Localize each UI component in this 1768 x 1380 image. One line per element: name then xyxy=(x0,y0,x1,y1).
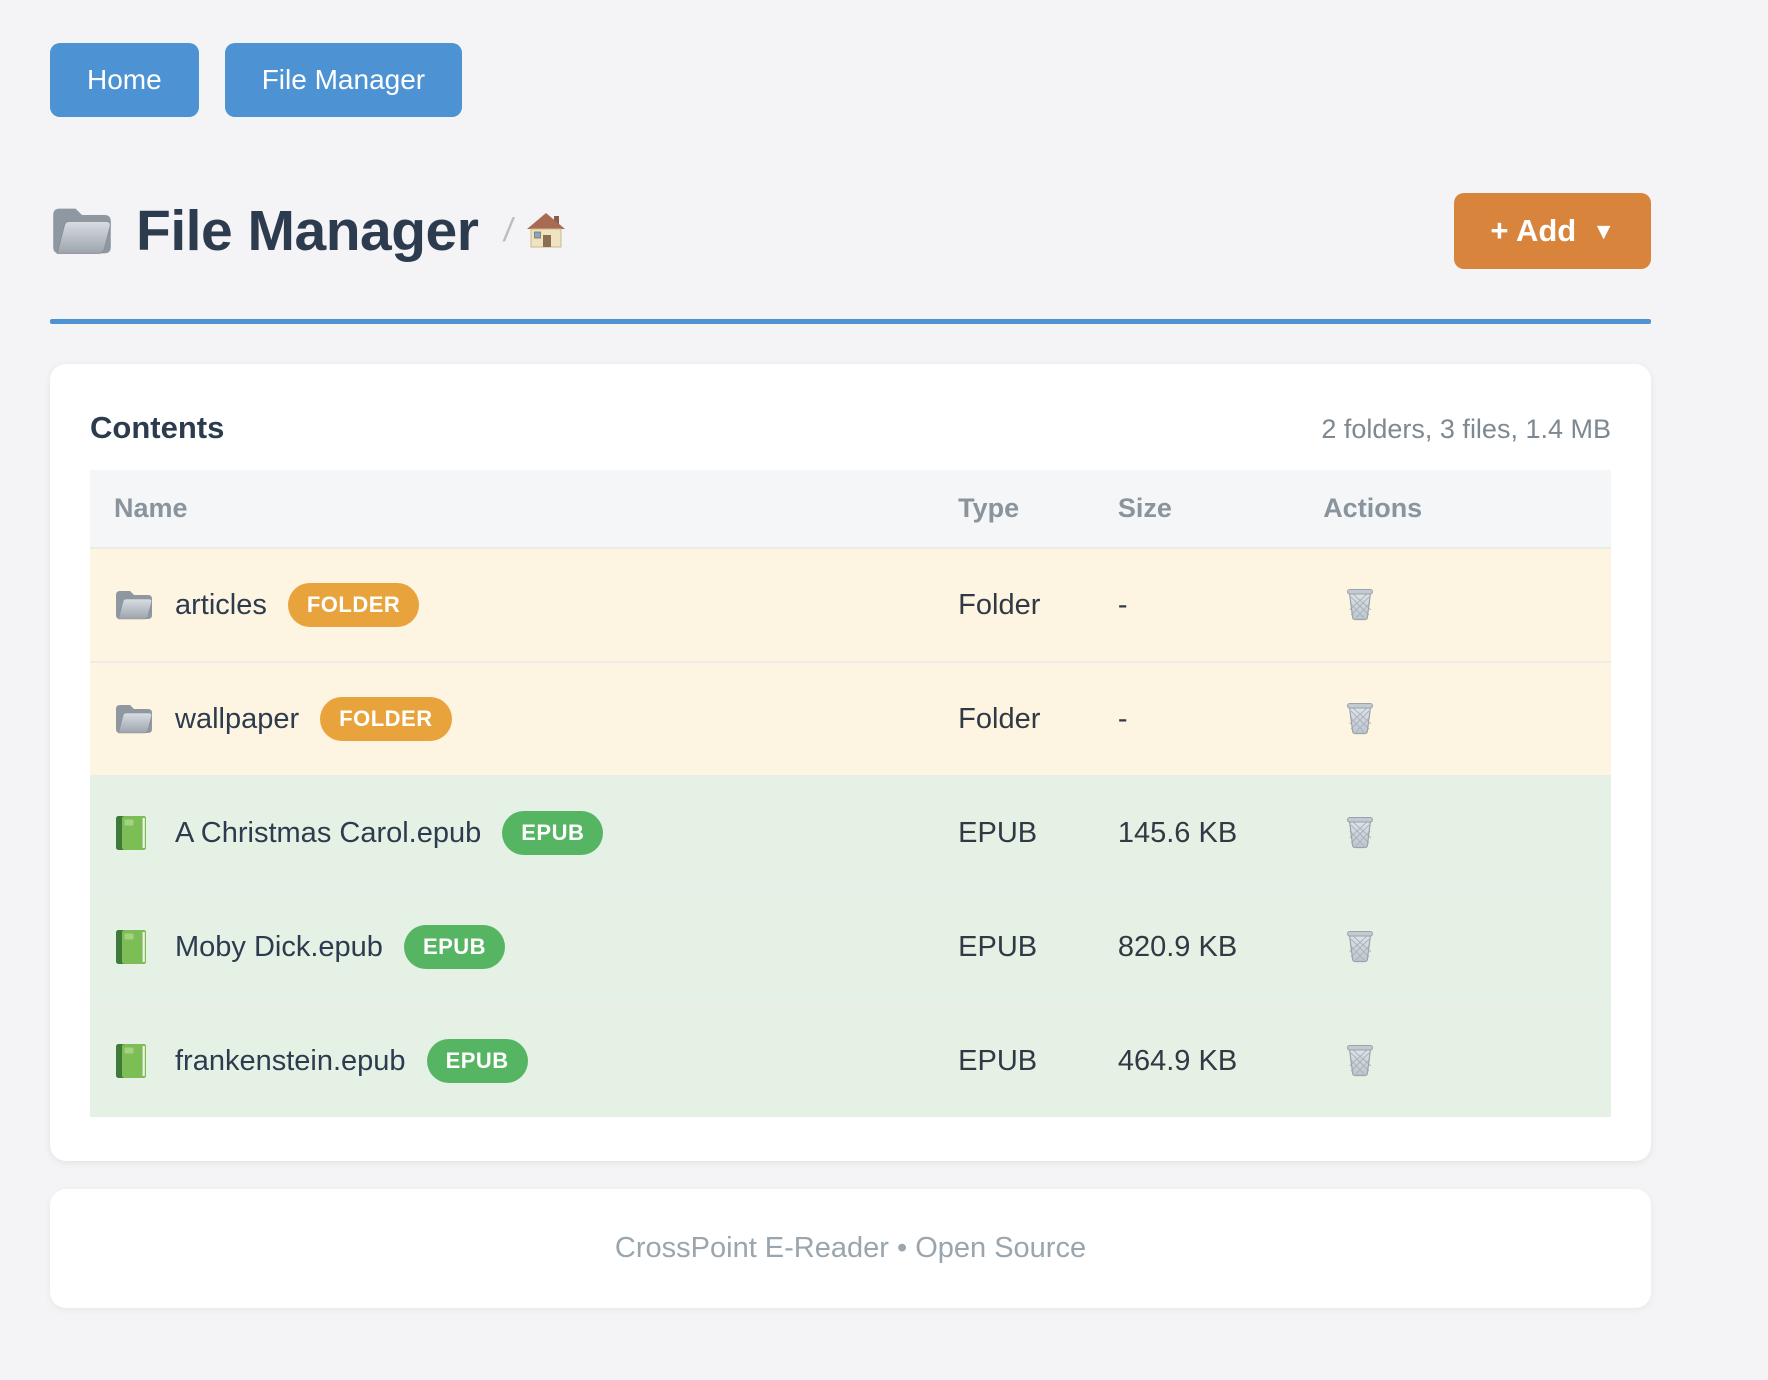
nav-home-button[interactable]: Home xyxy=(50,43,199,117)
type-badge: EPUB xyxy=(502,811,604,855)
table-row[interactable]: A Christmas Carol.epub EPUB EPUB 145.6 K… xyxy=(90,775,1611,890)
contents-card: Contents 2 folders, 3 files, 1.4 MB Name… xyxy=(50,364,1651,1161)
type-badge: EPUB xyxy=(426,1039,528,1083)
column-header-size: Size xyxy=(1093,470,1300,548)
type-cell: EPUB xyxy=(934,889,1094,1004)
type-cell: Folder xyxy=(934,547,1094,662)
size-cell: - xyxy=(1093,661,1300,776)
trash-icon xyxy=(1343,589,1377,624)
file-table: Name Type Size Actions xyxy=(90,470,1611,1117)
delete-button[interactable] xyxy=(1339,695,1381,739)
delete-button[interactable] xyxy=(1339,1037,1381,1081)
delete-button[interactable] xyxy=(1339,923,1381,967)
page: Home File Manager File Manager / xyxy=(50,0,1651,1308)
file-name: frankenstein.epub xyxy=(175,1044,406,1077)
page-header: File Manager / + Add ▼ xyxy=(50,193,1651,269)
top-nav: Home File Manager xyxy=(50,0,1651,117)
folder-icon xyxy=(114,586,154,624)
file-name: wallpaper xyxy=(175,702,300,735)
file-name: A Christmas Carol.epub xyxy=(175,816,482,849)
table-row[interactable]: Moby Dick.epub EPUB EPUB 820.9 KB xyxy=(90,889,1611,1004)
type-cell: EPUB xyxy=(934,1003,1094,1117)
type-badge: FOLDER xyxy=(320,697,452,741)
trash-icon xyxy=(1343,703,1377,738)
folder-icon xyxy=(114,700,154,738)
column-header-actions: Actions xyxy=(1299,470,1611,548)
type-badge: FOLDER xyxy=(287,583,420,627)
delete-button[interactable] xyxy=(1339,809,1381,853)
file-name: articles xyxy=(175,588,267,621)
folder-icon xyxy=(50,203,114,259)
trash-icon xyxy=(1343,1045,1377,1080)
size-cell: 464.9 KB xyxy=(1093,1003,1300,1117)
trash-icon xyxy=(1343,817,1377,852)
file-name: Moby Dick.epub xyxy=(175,930,383,963)
green-book-icon xyxy=(114,1042,154,1080)
table-row[interactable]: articles FOLDER Folder - xyxy=(90,547,1611,662)
breadcrumb: / xyxy=(501,211,566,251)
green-book-icon xyxy=(114,928,154,966)
table-header-row: Name Type Size Actions xyxy=(90,470,1611,548)
nav-file-manager-button[interactable]: File Manager xyxy=(224,43,463,117)
delete-button[interactable] xyxy=(1339,581,1381,625)
green-book-icon xyxy=(114,814,154,852)
type-cell: EPUB xyxy=(934,775,1094,890)
contents-title: Contents xyxy=(90,410,225,445)
caret-down-icon: ▼ xyxy=(1592,217,1615,244)
contents-summary: 2 folders, 3 files, 1.4 MB xyxy=(1321,414,1611,444)
page-title: File Manager xyxy=(136,199,479,263)
footer-text: CrossPoint E-Reader • Open Source xyxy=(614,1232,1087,1264)
contents-header: Contents 2 folders, 3 files, 1.4 MB xyxy=(90,410,1611,446)
add-button[interactable]: + Add ▼ xyxy=(1454,193,1651,269)
footer: CrossPoint E-Reader • Open Source xyxy=(50,1189,1651,1308)
column-header-type: Type xyxy=(934,470,1094,548)
type-badge: EPUB xyxy=(403,925,506,969)
title-group: File Manager / xyxy=(50,198,566,264)
table-row[interactable]: frankenstein.epub EPUB EPUB 464.9 KB xyxy=(90,1003,1611,1117)
house-icon[interactable] xyxy=(526,211,566,249)
size-cell: 820.9 KB xyxy=(1093,889,1300,1004)
table-row[interactable]: wallpaper FOLDER Folder - xyxy=(90,661,1611,776)
column-header-name: Name xyxy=(90,470,935,548)
header-divider xyxy=(50,319,1651,324)
trash-icon xyxy=(1343,931,1377,966)
size-cell: - xyxy=(1093,547,1300,662)
size-cell: 145.6 KB xyxy=(1093,775,1300,890)
type-cell: Folder xyxy=(934,661,1094,776)
add-button-label: + Add xyxy=(1490,213,1577,248)
breadcrumb-separator: / xyxy=(501,211,517,248)
